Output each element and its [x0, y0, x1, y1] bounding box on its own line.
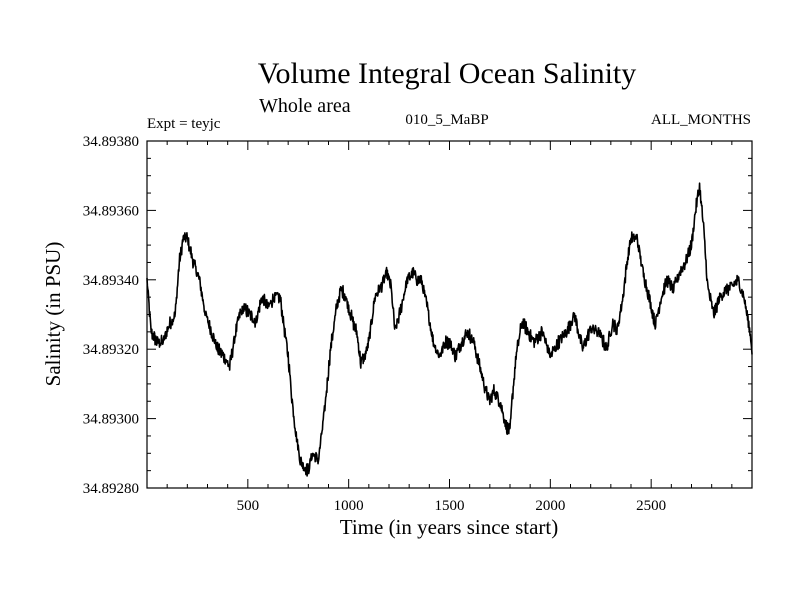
x-tick-label: 1500: [435, 498, 465, 514]
annotation-months: ALL_MONTHS: [651, 112, 751, 128]
y-tick-label: 34.89280: [83, 481, 139, 497]
y-tick-label: 34.89320: [83, 342, 139, 358]
y-tick-label: 34.89380: [83, 134, 139, 150]
y-tick-label: 34.89340: [83, 273, 139, 289]
chart-subtitle: Whole area: [259, 95, 351, 117]
chart-title: Volume Integral Ocean Salinity: [258, 57, 637, 90]
y-tick-label: 34.89360: [83, 203, 139, 219]
series-layer: [146, 182, 753, 477]
annotation-experiment: Expt = teyjc: [147, 116, 221, 132]
y-axis-label: Salinity (in PSU): [41, 242, 65, 387]
annotation-run-id: 010_5_MaBP: [405, 112, 488, 128]
x-tick-label: 500: [237, 498, 260, 514]
y-tick-label: 34.89300: [83, 412, 139, 428]
axis-ticks: 500 1000 1500 2000 2500 34.89280 34.89300 34.89…: [83, 134, 752, 514]
x-axis-label: Time (in years since start): [340, 515, 559, 539]
x-tick-label: 2500: [636, 498, 666, 514]
plot-frame: [146, 140, 753, 489]
x-tick-label: 2000: [535, 498, 565, 514]
x-tick-label: 1000: [334, 498, 364, 514]
series-line: [146, 182, 753, 477]
